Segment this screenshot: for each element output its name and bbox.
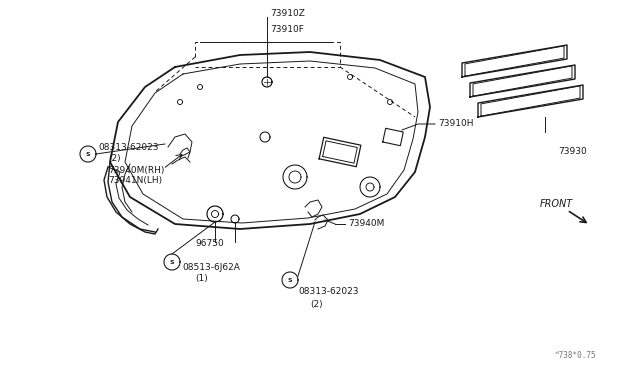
Text: (2): (2) xyxy=(108,154,120,164)
Text: S: S xyxy=(288,278,292,282)
Text: S: S xyxy=(170,260,174,264)
Text: 73910Z: 73910Z xyxy=(270,10,305,19)
Text: S: S xyxy=(86,151,90,157)
Text: 08313-62023: 08313-62023 xyxy=(98,144,159,153)
Text: (1): (1) xyxy=(195,275,208,283)
Text: ^738*0.75: ^738*0.75 xyxy=(555,351,596,360)
Text: 73940M: 73940M xyxy=(348,219,385,228)
Text: 08313-62023: 08313-62023 xyxy=(298,288,358,296)
Text: 73930: 73930 xyxy=(558,148,587,157)
Text: 73941N(LH): 73941N(LH) xyxy=(108,176,162,186)
Text: (2): (2) xyxy=(310,299,323,308)
Text: 96750: 96750 xyxy=(195,240,224,248)
Text: 73910F: 73910F xyxy=(270,26,304,35)
Text: 08513-6J62A: 08513-6J62A xyxy=(182,263,240,272)
Text: 73910H: 73910H xyxy=(438,119,474,128)
Text: 73940M(RH): 73940M(RH) xyxy=(108,166,164,174)
Text: FRONT: FRONT xyxy=(540,199,573,209)
